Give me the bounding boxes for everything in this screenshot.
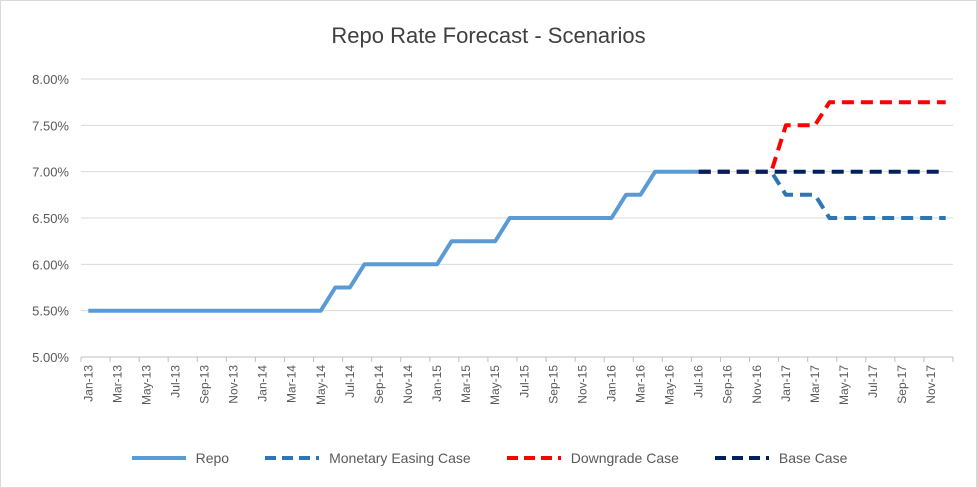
x-tick-label: Mar-14 <box>285 365 299 403</box>
series-line-repo <box>88 169 699 313</box>
x-tick-label: Jul-14 <box>343 365 357 398</box>
legend-item: Downgrade Case <box>505 450 679 466</box>
x-tick-label: Jan-16 <box>604 365 618 402</box>
x-tick-label: Jan-17 <box>779 365 793 402</box>
y-tick-label: 8.00% <box>32 72 69 87</box>
y-axis-ticks: 5.00% 5.50% 6.00% 6.50% 7.00% 7.50% 8.00% <box>32 72 69 365</box>
x-tick-label: Jan-15 <box>430 365 444 402</box>
x-tick-label: Mar-13 <box>110 365 124 403</box>
x-tick-label: May-13 <box>139 365 153 405</box>
legend-label: Downgrade Case <box>570 450 679 466</box>
x-tick-label: Nov-14 <box>401 365 415 404</box>
legend-item: Base Case <box>713 450 847 466</box>
legend-label: Monetary Easing Case <box>329 450 471 466</box>
x-tick-label: Sep-14 <box>372 365 386 404</box>
x-tick-label: Sep-15 <box>546 365 560 404</box>
x-tick-label: Jul-15 <box>517 365 531 398</box>
x-tick-label: Jan-14 <box>256 365 270 402</box>
legend-item: Repo <box>130 450 229 466</box>
y-tick-label: 5.00% <box>32 350 69 365</box>
y-tick-label: 5.50% <box>32 304 69 319</box>
series-line-downgrade-case <box>698 100 946 174</box>
x-tick-label: Jan-13 <box>81 365 95 402</box>
x-tick-label: Jul-13 <box>168 365 182 398</box>
x-tick-label: May-17 <box>837 365 851 405</box>
chart-title: Repo Rate Forecast - Scenarios <box>331 23 646 48</box>
x-tick-label: Sep-17 <box>895 365 909 404</box>
x-tick-label: Nov-16 <box>750 365 764 404</box>
legend-swatch <box>131 456 186 460</box>
y-tick-label: 6.50% <box>32 211 69 226</box>
y-tick-label: 6.00% <box>32 257 69 272</box>
x-tick-label: Nov-13 <box>227 365 241 404</box>
axes <box>80 356 954 362</box>
x-tick-label: Mar-15 <box>459 365 473 403</box>
legend-swatch <box>506 456 561 460</box>
x-tick-label: Jul-16 <box>692 365 706 398</box>
x-tick-label: Sep-13 <box>198 365 212 404</box>
x-tick-label: Nov-17 <box>924 365 938 404</box>
legend: Repo Monetary Easing Case Downgrade Case Ba… <box>1 447 976 469</box>
legend-item: Monetary Easing Case <box>263 450 471 466</box>
legend-label: Base Case <box>778 450 848 466</box>
y-tick-label: 7.50% <box>32 118 69 133</box>
legend-label: Repo <box>195 450 230 466</box>
x-axis-ticks: Jan-13 Mar-13 May-13 Jul-13 Sep-13 Nov-13 Jan-… <box>81 365 938 405</box>
x-tick-label: Mar-16 <box>634 365 648 403</box>
x-tick-label: Jul-17 <box>866 365 880 398</box>
x-tick-label: May-15 <box>488 365 502 405</box>
y-tick-label: 7.00% <box>32 165 69 180</box>
x-tick-label: May-14 <box>314 365 328 405</box>
series-line-monetary-easing-case <box>698 169 946 220</box>
x-tick-label: Mar-17 <box>808 365 822 403</box>
x-tick-label: Sep-16 <box>721 365 735 404</box>
x-tick-label: Nov-15 <box>575 365 589 404</box>
legend-swatch <box>265 456 320 460</box>
series-lines <box>88 100 946 313</box>
x-tick-label: May-16 <box>663 365 677 405</box>
legend-swatch <box>714 456 769 460</box>
